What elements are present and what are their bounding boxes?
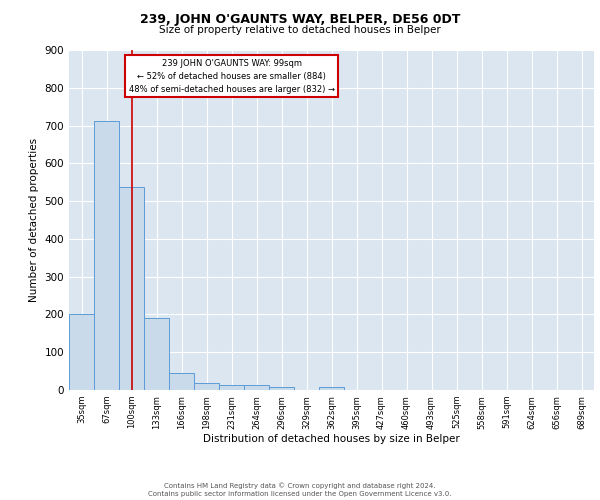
Text: Contains HM Land Registry data © Crown copyright and database right 2024.: Contains HM Land Registry data © Crown c… [164,482,436,489]
Bar [144,318,169,390]
Bar [219,384,244,390]
Bar [269,386,294,390]
Bar [119,187,144,390]
Bar [94,121,119,390]
Text: Contains public sector information licensed under the Open Government Licence v3: Contains public sector information licen… [148,491,452,497]
Bar [319,386,344,390]
Text: Size of property relative to detached houses in Belper: Size of property relative to detached ho… [159,25,441,35]
Bar [244,385,269,390]
Bar [194,383,219,390]
Bar [69,314,94,390]
Text: 239 JOHN O'GAUNTS WAY: 99sqm
← 52% of detached houses are smaller (884)
48% of s: 239 JOHN O'GAUNTS WAY: 99sqm ← 52% of de… [129,58,335,94]
X-axis label: Distribution of detached houses by size in Belper: Distribution of detached houses by size … [203,434,460,444]
Text: 239, JOHN O'GAUNTS WAY, BELPER, DE56 0DT: 239, JOHN O'GAUNTS WAY, BELPER, DE56 0DT [140,12,460,26]
Bar [169,372,194,390]
Y-axis label: Number of detached properties: Number of detached properties [29,138,39,302]
